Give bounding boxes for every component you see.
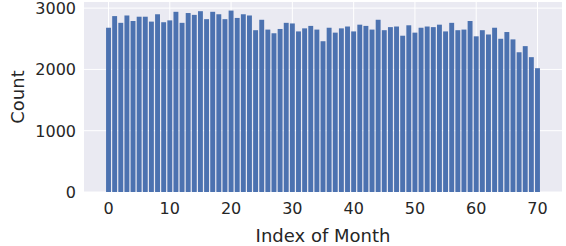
bar <box>443 31 448 192</box>
bar <box>296 31 301 192</box>
bar <box>259 20 264 192</box>
bars <box>106 11 540 192</box>
x-tick-label: 40 <box>343 199 363 218</box>
bar <box>437 25 442 192</box>
y-tick-label: 2000 <box>35 60 76 79</box>
bar <box>235 18 240 192</box>
bar <box>535 68 540 192</box>
bar <box>204 19 209 192</box>
bar <box>327 28 332 192</box>
bar <box>498 39 503 192</box>
bar <box>124 15 129 192</box>
bar <box>449 23 454 192</box>
bar <box>382 30 387 192</box>
bar <box>272 33 277 192</box>
bar <box>370 30 375 192</box>
bar <box>523 46 528 192</box>
bar <box>376 20 381 192</box>
bar <box>216 14 221 192</box>
bar <box>412 33 417 192</box>
bar <box>333 33 338 192</box>
bar <box>198 11 203 192</box>
bar <box>321 41 326 192</box>
x-tick-label: 60 <box>466 199 486 218</box>
bar <box>278 29 283 192</box>
bar <box>265 30 270 192</box>
bar <box>468 21 473 192</box>
bar <box>308 26 313 192</box>
x-tick-label: 10 <box>160 199 180 218</box>
bar <box>112 16 117 192</box>
bar <box>284 23 289 192</box>
bar <box>511 39 516 192</box>
x-tick-label: 0 <box>103 199 113 218</box>
bar <box>425 27 430 192</box>
bar <box>131 21 136 192</box>
bar <box>529 57 534 192</box>
bar <box>222 19 227 192</box>
x-tick-label: 50 <box>405 199 425 218</box>
bar <box>167 20 172 192</box>
x-tick-label: 70 <box>527 199 547 218</box>
bar <box>302 28 307 192</box>
bar <box>186 13 191 192</box>
bar <box>137 17 142 192</box>
bar <box>504 32 509 192</box>
y-tick-label: 3000 <box>35 0 76 18</box>
bar <box>253 30 258 192</box>
bar <box>106 28 111 192</box>
bar <box>229 11 234 192</box>
bar <box>241 14 246 192</box>
plot-background <box>84 2 562 192</box>
bar <box>290 23 295 192</box>
bar <box>180 23 185 192</box>
bar <box>118 23 123 192</box>
bar <box>173 12 178 192</box>
x-axis-label: Index of Month <box>256 225 391 246</box>
bar <box>155 14 160 192</box>
bar <box>339 28 344 192</box>
bar <box>210 12 215 192</box>
bar <box>192 15 197 192</box>
y-tick-label: 1000 <box>35 122 76 141</box>
y-tick-label: 0 <box>66 183 76 202</box>
bar <box>492 28 497 192</box>
chart-container: 0 1000 2000 3000 0 10 20 30 40 50 60 70 Index of Mon… <box>0 0 566 246</box>
bar <box>351 31 356 192</box>
bar <box>314 30 319 192</box>
x-tick-label: 20 <box>221 199 241 218</box>
bar <box>419 28 424 192</box>
y-axis-label: Count <box>7 70 28 123</box>
bar <box>357 25 362 192</box>
bar <box>149 22 154 192</box>
grid-line-y <box>84 8 562 9</box>
bar <box>486 34 491 192</box>
bar <box>345 27 350 192</box>
bar <box>461 30 466 192</box>
bar <box>406 25 411 192</box>
bar <box>517 52 522 192</box>
bar <box>455 30 460 192</box>
chart-svg: 0 1000 2000 3000 0 10 20 30 40 50 60 70 Index of Mon… <box>0 0 566 246</box>
x-tick-label: 30 <box>282 199 302 218</box>
bar <box>394 27 399 192</box>
bar <box>363 26 368 192</box>
bar <box>388 27 393 192</box>
bar <box>474 36 479 192</box>
bar <box>480 30 485 192</box>
bar <box>143 17 148 192</box>
bar <box>431 27 436 192</box>
bar <box>400 36 405 192</box>
bar <box>247 15 252 192</box>
bar <box>161 22 166 192</box>
